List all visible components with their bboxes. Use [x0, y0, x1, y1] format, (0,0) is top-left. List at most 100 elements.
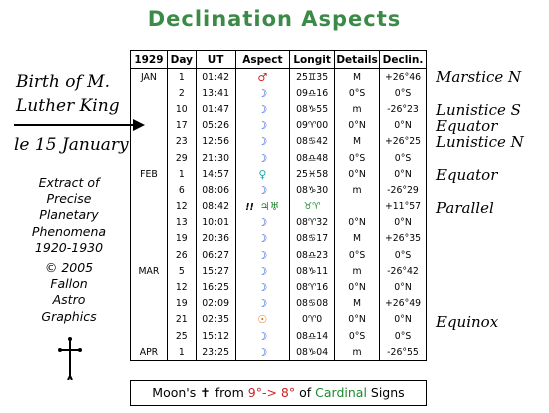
cell-details-text: m: [352, 346, 362, 358]
cell-details-text: M: [353, 298, 362, 310]
cell-declin: +26°35: [379, 230, 427, 248]
cell-details-text: m: [352, 184, 362, 196]
cell-declin-text: 0°N: [394, 314, 412, 326]
cell-declin: 0°S: [379, 85, 427, 102]
cell-aspect: ☽: [234, 295, 291, 312]
cell-longit-text: 08♋08: [296, 298, 329, 310]
cell-details: 0°S: [334, 85, 381, 102]
table-row: 21 02:35 ☉ 0♈0 0°N 0°N: [130, 311, 427, 328]
cell-longit: 08♑04: [289, 344, 336, 362]
cell-ut: 02:35: [195, 311, 236, 328]
cell-day: 29: [166, 149, 197, 167]
cell-aspect: ☽: [234, 230, 291, 248]
cell-month-text: APR: [139, 346, 159, 358]
cell-day: 12: [166, 198, 197, 215]
cell-longit-text: 0♈0: [302, 314, 323, 326]
footer-suffix: Signs: [366, 385, 405, 400]
cell-longit: 08♋17: [289, 230, 336, 248]
cell-day-text: 17: [175, 120, 188, 132]
cell-aspect: ☉: [234, 311, 291, 328]
cell-declin: 0°N: [379, 166, 427, 183]
cell-declin-text: 0°N: [394, 168, 412, 180]
cell-ut-text: 21:30: [202, 152, 230, 164]
planet-glyph-icon: ♂: [257, 70, 268, 84]
cell-day: 6: [166, 182, 197, 199]
planet-glyph-icon: ☽: [257, 329, 268, 343]
cell-month: [130, 149, 168, 167]
cell-declin-text: -26°29: [387, 184, 419, 196]
cell-details-text: m: [352, 265, 362, 277]
footer-legend: Moon's ✝ from 9°-> 8° of Cardinal Signs: [130, 380, 427, 406]
cell-ut-text: 13:41: [202, 87, 230, 99]
cell-month: [130, 328, 168, 345]
cell-day: 25: [166, 328, 197, 345]
cell-day-text: 23: [175, 136, 188, 148]
cell-declin-text: 0°N: [394, 120, 412, 132]
cell-day-text: 25: [175, 330, 188, 342]
cell-longit: 09♈00: [289, 117, 336, 134]
cell-declin-text: +26°46: [384, 71, 422, 83]
cell-ut-text: 15:27: [202, 265, 230, 277]
cell-ut: 21:30: [195, 149, 236, 167]
cell-aspect: ☽: [234, 85, 291, 102]
planet-glyph-icon: ☽: [257, 281, 268, 295]
cell-day: 2: [166, 85, 197, 102]
cell-details-text: 0°N: [348, 120, 366, 132]
cell-day-text: 6: [178, 184, 185, 196]
cell-details: 0°N: [334, 214, 381, 231]
cell-declin-text: +11°57: [384, 201, 422, 213]
cell-declin: +26°49: [379, 295, 427, 312]
cell-day: 1: [166, 166, 197, 183]
column-header-day: Day: [166, 50, 197, 69]
cell-declin: 0°N: [379, 311, 427, 328]
cell-details-text: 0°S: [348, 249, 366, 261]
ornate-cross-icon: [58, 337, 82, 380]
cell-details: M: [334, 68, 381, 86]
cell-day-text: 19: [175, 233, 188, 245]
page-title: Declination Aspects: [147, 7, 402, 31]
right-annotation: Equator: [436, 166, 498, 185]
table-row: 23 12:56 ☽ 08♋42 M +26°25: [130, 133, 427, 150]
cell-declin: 0°S: [379, 149, 427, 167]
right-annotation: Lunistice S: [436, 100, 521, 119]
birth-note-line3: le 15 January: [14, 135, 129, 155]
cell-aspect: !! ♃♅: [234, 198, 291, 215]
cell-day-text: 13: [175, 217, 188, 229]
cell-longit: 08♎48: [289, 149, 336, 167]
cell-longit-text: 08♈16: [296, 282, 329, 294]
cell-aspect: ☽: [234, 328, 291, 345]
cell-details-text: 0°N: [348, 217, 366, 229]
extract-line: Extract of: [38, 175, 100, 190]
cell-declin: 0°N: [379, 214, 427, 231]
table-row: APR 1 23:25 ☽ 08♑04 m -26°55: [130, 344, 427, 362]
table-row: FEB 1 14:57 ♀ 25♓58 0°N 0°N: [130, 166, 427, 183]
birth-note-line1: Birth of M.: [16, 72, 110, 92]
cell-longit-text: 08♎48: [296, 152, 329, 164]
table-header-row: 1929 Day UT Aspect Longit Details Declin…: [130, 50, 427, 69]
cell-declin-text: +26°35: [384, 233, 422, 245]
cell-details-text: M: [353, 233, 362, 245]
planet-glyph-icon: ☉: [257, 313, 268, 327]
cell-declin-text: 0°S: [394, 87, 412, 99]
extract-credits: Extract of Precise Planetary Phenomena 1…: [14, 175, 124, 325]
cell-longit-text: 25♓58: [296, 168, 329, 180]
extract-line: Graphics: [41, 308, 97, 324]
planet-glyph-icon: ☽: [257, 264, 268, 278]
cell-longit-text: 09♎16: [296, 87, 329, 99]
cell-ut-text: 02:09: [202, 298, 230, 310]
declination-table: 1929 Day UT Aspect Longit Details Declin…: [130, 50, 427, 362]
table-row: MAR 5 15:27 ☽ 08♑11 m -26°42: [130, 263, 427, 280]
cell-ut-text: 16:25: [202, 282, 230, 294]
right-annotation: Marstice N: [436, 68, 522, 86]
cell-longit: 08♋08: [289, 295, 336, 312]
cell-longit: 08♎23: [289, 247, 336, 264]
cell-day: 19: [166, 295, 197, 312]
planet-glyph-icon: ♃♅: [259, 200, 280, 214]
cell-details: 0°S: [334, 149, 381, 167]
cell-longit-text: 08♑30: [296, 184, 329, 196]
table-row: 2 13:41 ☽ 09♎16 0°S 0°S: [130, 85, 427, 102]
cell-longit: 08♋42: [289, 133, 336, 150]
cell-details: m: [334, 344, 381, 362]
planet-glyph-icon: ☽: [257, 216, 268, 230]
cell-details: m: [334, 101, 381, 118]
